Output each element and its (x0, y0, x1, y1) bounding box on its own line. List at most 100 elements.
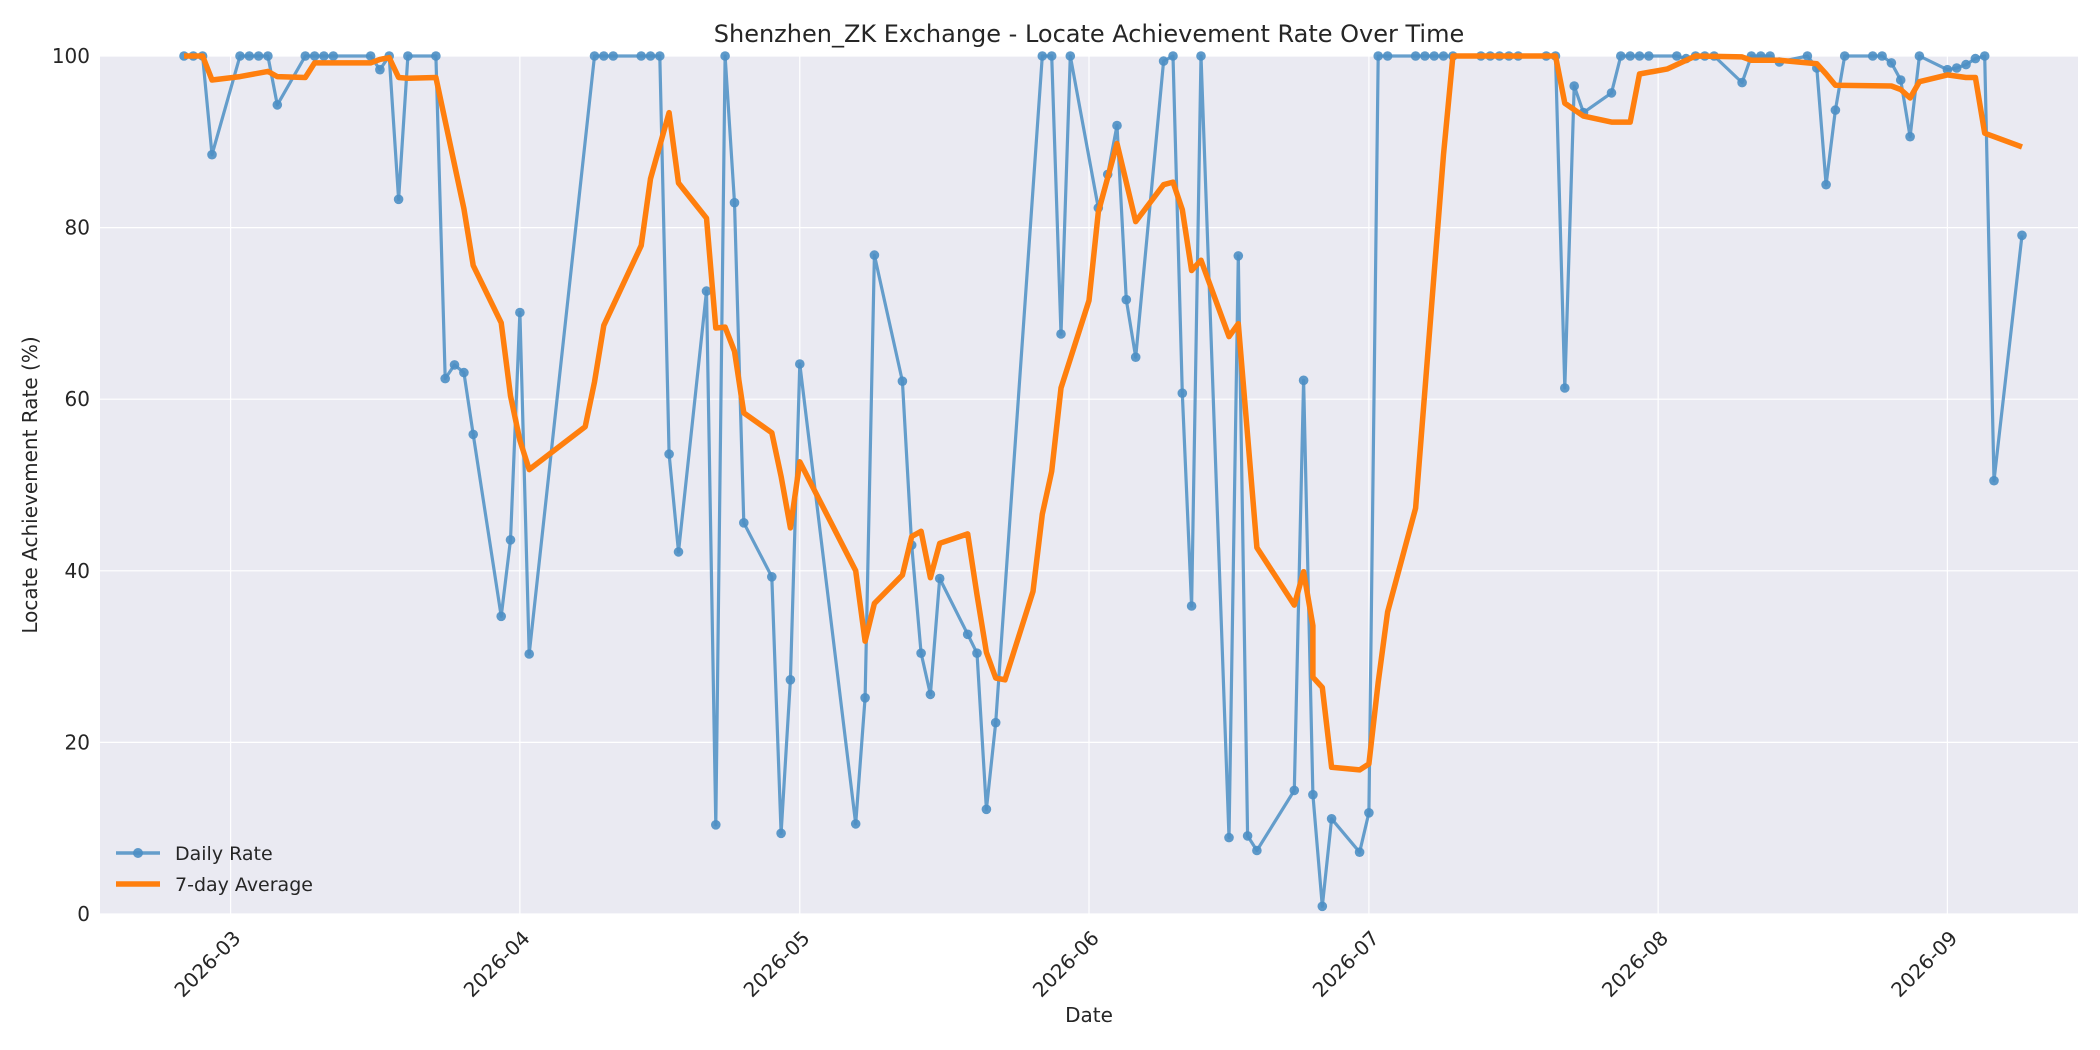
x-tick-label: 2026-05 (739, 926, 815, 1002)
daily-rate-point (1298, 375, 1309, 386)
daily-rate-point (1354, 847, 1365, 857)
daily-rate-point (1420, 51, 1430, 61)
daily-rate-point (515, 307, 525, 318)
daily-rate-point (1877, 51, 1887, 61)
daily-rate-point (701, 286, 712, 296)
daily-rate-point (1252, 845, 1262, 856)
daily-rate-point (253, 51, 264, 61)
daily-rate-point (673, 547, 684, 557)
daily-rate-point (1186, 601, 1197, 611)
daily-rate-point (1308, 789, 1318, 800)
daily-rate-point (1364, 808, 1374, 818)
daily-rate-point (1821, 179, 1831, 190)
daily-rate-point (1644, 51, 1654, 61)
daily-rate-point (431, 51, 441, 61)
daily-rate-point (897, 376, 908, 387)
y-tick-label: 40 (65, 559, 90, 583)
daily-rate-point (1382, 51, 1393, 61)
daily-rate-point (1177, 388, 1188, 399)
daily-rate-point (636, 51, 646, 61)
daily-rate-point (1886, 58, 1897, 68)
daily-rate-point (1438, 51, 1449, 61)
daily-rate-point (1373, 51, 1383, 61)
daily-rate-point (645, 51, 656, 61)
daily-rate-point (972, 648, 982, 658)
daily-rate-point (962, 629, 973, 640)
y-axis-ticks: 0 20 40 60 80 100 (52, 44, 90, 926)
daily-rate-point (1616, 51, 1626, 61)
daily-rate-point (1410, 51, 1421, 61)
legend-daily-rate-marker (133, 848, 143, 858)
daily-rate-point (235, 51, 245, 61)
daily-rate-point (1970, 53, 1981, 64)
y-tick-label: 0 (77, 902, 90, 926)
daily-rate-point (589, 51, 600, 61)
daily-rate-point (1233, 251, 1244, 261)
daily-rate-point (608, 51, 618, 61)
daily-rate-point (1951, 63, 1962, 73)
daily-rate-point (1867, 51, 1878, 61)
y-tick-label: 20 (65, 730, 90, 754)
daily-rate-point (403, 51, 413, 61)
daily-rate-point (1196, 51, 1206, 61)
daily-rate-point (300, 51, 311, 61)
daily-rate-point (990, 717, 1001, 728)
daily-rate-point (599, 51, 609, 61)
daily-rate-point (1989, 475, 1999, 486)
y-axis-label: Locate Achievement Rate (%) (18, 336, 42, 633)
daily-rate-point (934, 573, 945, 584)
y-tick-label: 80 (65, 216, 90, 240)
x-tick-label: 2026-08 (1597, 926, 1673, 1002)
daily-rate-point (1224, 832, 1234, 843)
chart-title: Shenzhen_ZK Exchange - Locate Achievemen… (714, 20, 1465, 48)
daily-rate-point (468, 429, 479, 440)
daily-rate-point (309, 51, 320, 61)
daily-rate-point (711, 820, 721, 830)
daily-rate-point (1905, 131, 1915, 142)
daily-rate-point (776, 828, 786, 839)
daily-rate-point (328, 51, 339, 61)
daily-rate-point (1560, 383, 1570, 393)
legend-daily-rate-label: Daily Rate (175, 843, 273, 865)
daily-rate-point (860, 693, 870, 703)
daily-rate-point (869, 250, 880, 260)
y-tick-label: 100 (52, 44, 90, 68)
daily-rate-point (2017, 230, 2027, 241)
daily-rate-point (916, 648, 926, 658)
daily-rate-point (785, 675, 796, 685)
daily-rate-point (1289, 785, 1300, 796)
daily-rate-point (1634, 51, 1645, 61)
daily-rate-point (505, 535, 516, 545)
daily-rate-point (1158, 56, 1169, 66)
daily-rate-point (1895, 75, 1906, 85)
daily-rate-point (1317, 901, 1328, 912)
x-tick-label: 2026-06 (1028, 926, 1104, 1002)
daily-rate-point (1112, 120, 1122, 131)
daily-rate-point (459, 367, 469, 378)
daily-rate-point (739, 518, 749, 528)
daily-rate-point (925, 689, 936, 700)
daily-rate-point (1737, 77, 1747, 88)
daily-rate-point (729, 197, 740, 208)
daily-rate-point (655, 51, 665, 61)
daily-rate-point (319, 51, 329, 61)
daily-rate-point (1839, 51, 1850, 61)
daily-rate-point (440, 373, 451, 384)
series-layer (179, 51, 2027, 912)
daily-rate-point (1130, 352, 1141, 363)
daily-rate-point (1037, 51, 1048, 61)
legend-7day-average-label: 7-day Average (175, 874, 313, 896)
daily-rate-point (496, 611, 507, 622)
daily-rate-point (393, 194, 404, 205)
daily-rate-point (244, 51, 255, 61)
x-tick-label: 2026-09 (1886, 926, 1962, 1002)
daily-rate-point (1942, 64, 1953, 75)
daily-rate-point (1168, 51, 1178, 61)
daily-rate-point (1606, 88, 1617, 98)
daily-rate-point (1056, 329, 1066, 339)
daily-rate-point (263, 51, 273, 61)
y-tick-label: 60 (65, 387, 90, 411)
daily-rate-point (1121, 294, 1132, 305)
daily-rate-point (720, 51, 730, 61)
